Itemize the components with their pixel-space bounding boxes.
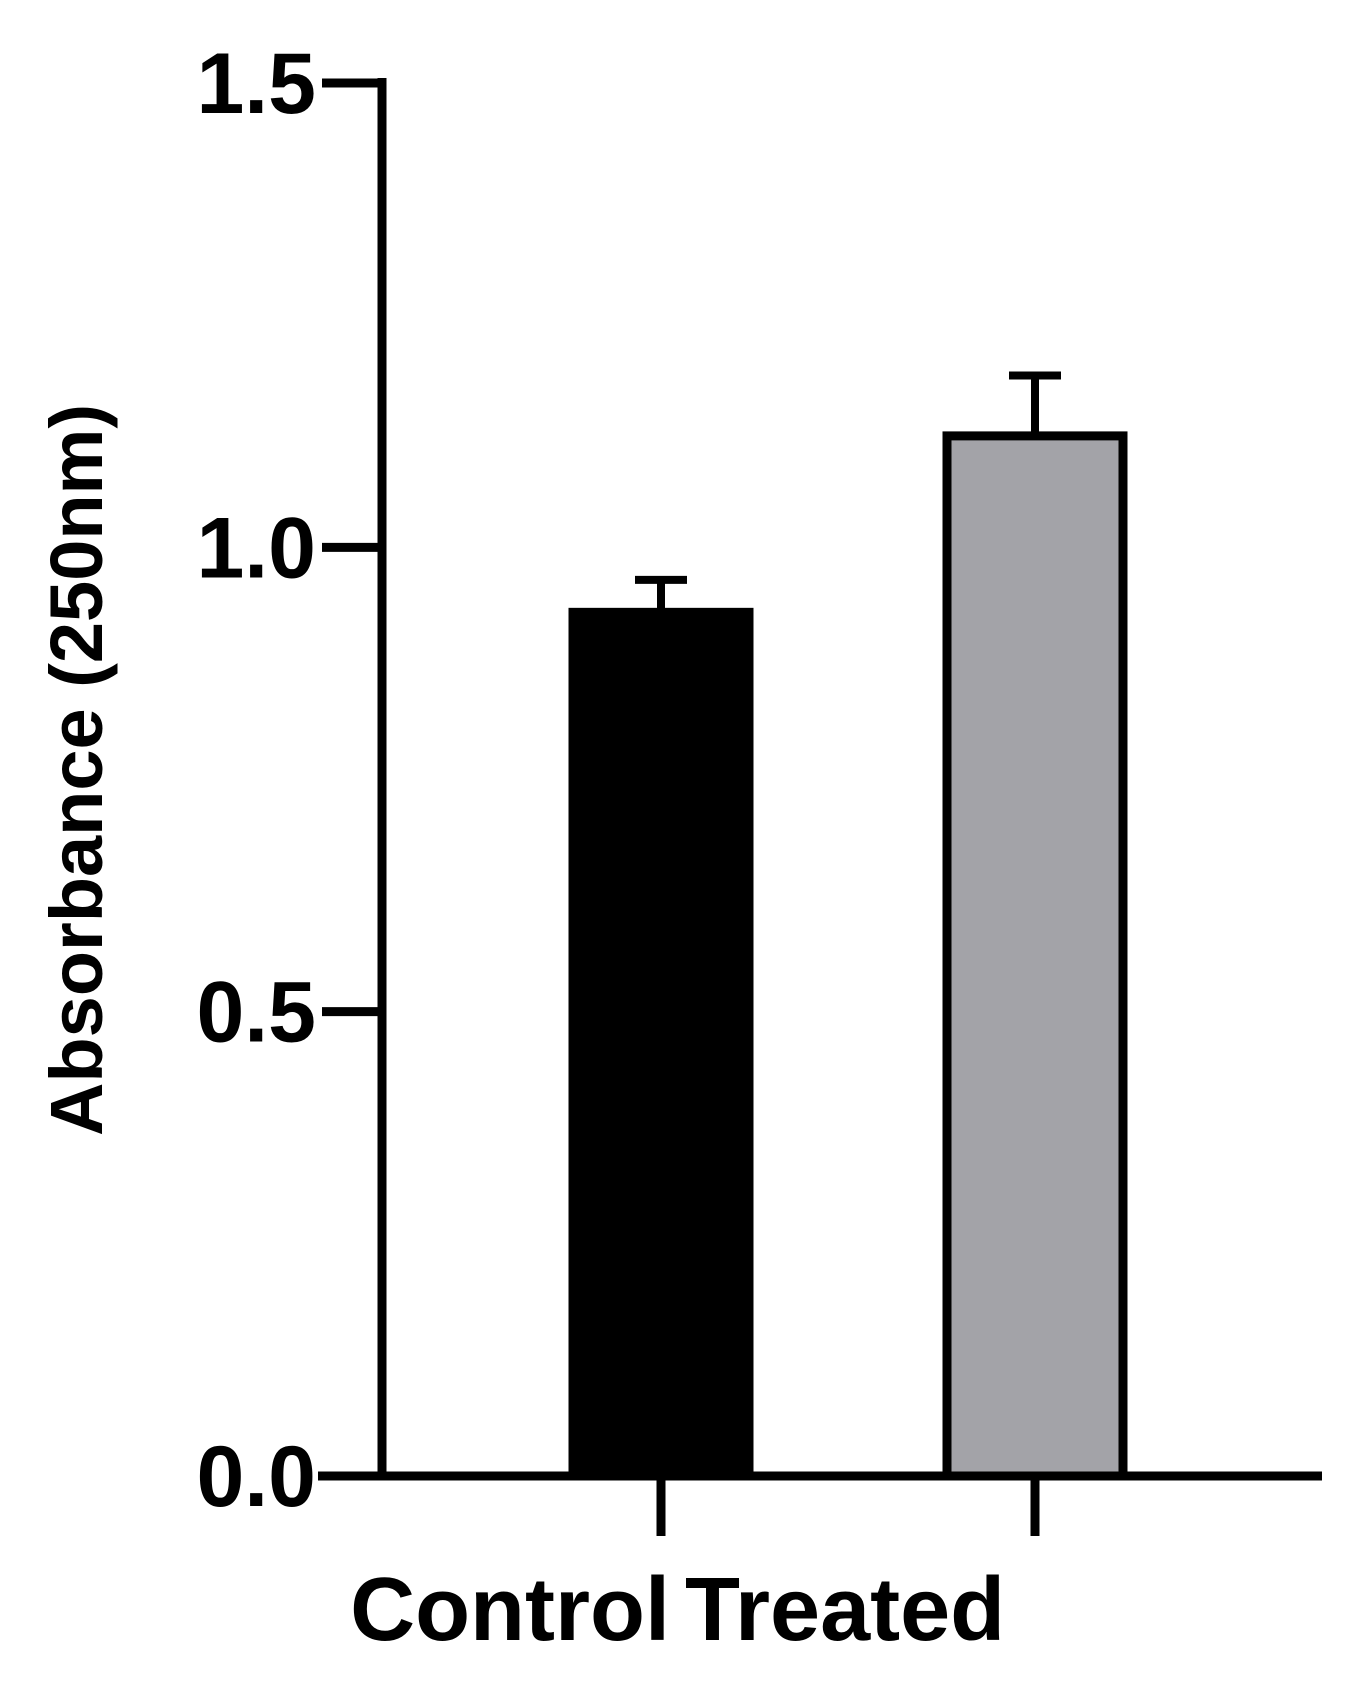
x-ticks: Control Treated xyxy=(350,1476,1040,1660)
y-axis-label: Absorbance (250nm) xyxy=(35,404,118,1136)
x-tick-label: Control xyxy=(350,1560,670,1660)
bars xyxy=(568,371,1128,1481)
bar-control xyxy=(568,607,754,1481)
y-ticks: 0.0 0.5 1.0 1.5 xyxy=(196,36,382,1525)
y-tick-label: 0.5 xyxy=(196,965,316,1061)
y-tick-label: 1.0 xyxy=(196,500,316,596)
bar-treated xyxy=(942,431,1128,1481)
x-tick-label: Treated xyxy=(685,1560,1005,1660)
y-tick-label: 1.5 xyxy=(196,36,316,132)
y-tick-label: 0.0 xyxy=(196,1429,316,1525)
